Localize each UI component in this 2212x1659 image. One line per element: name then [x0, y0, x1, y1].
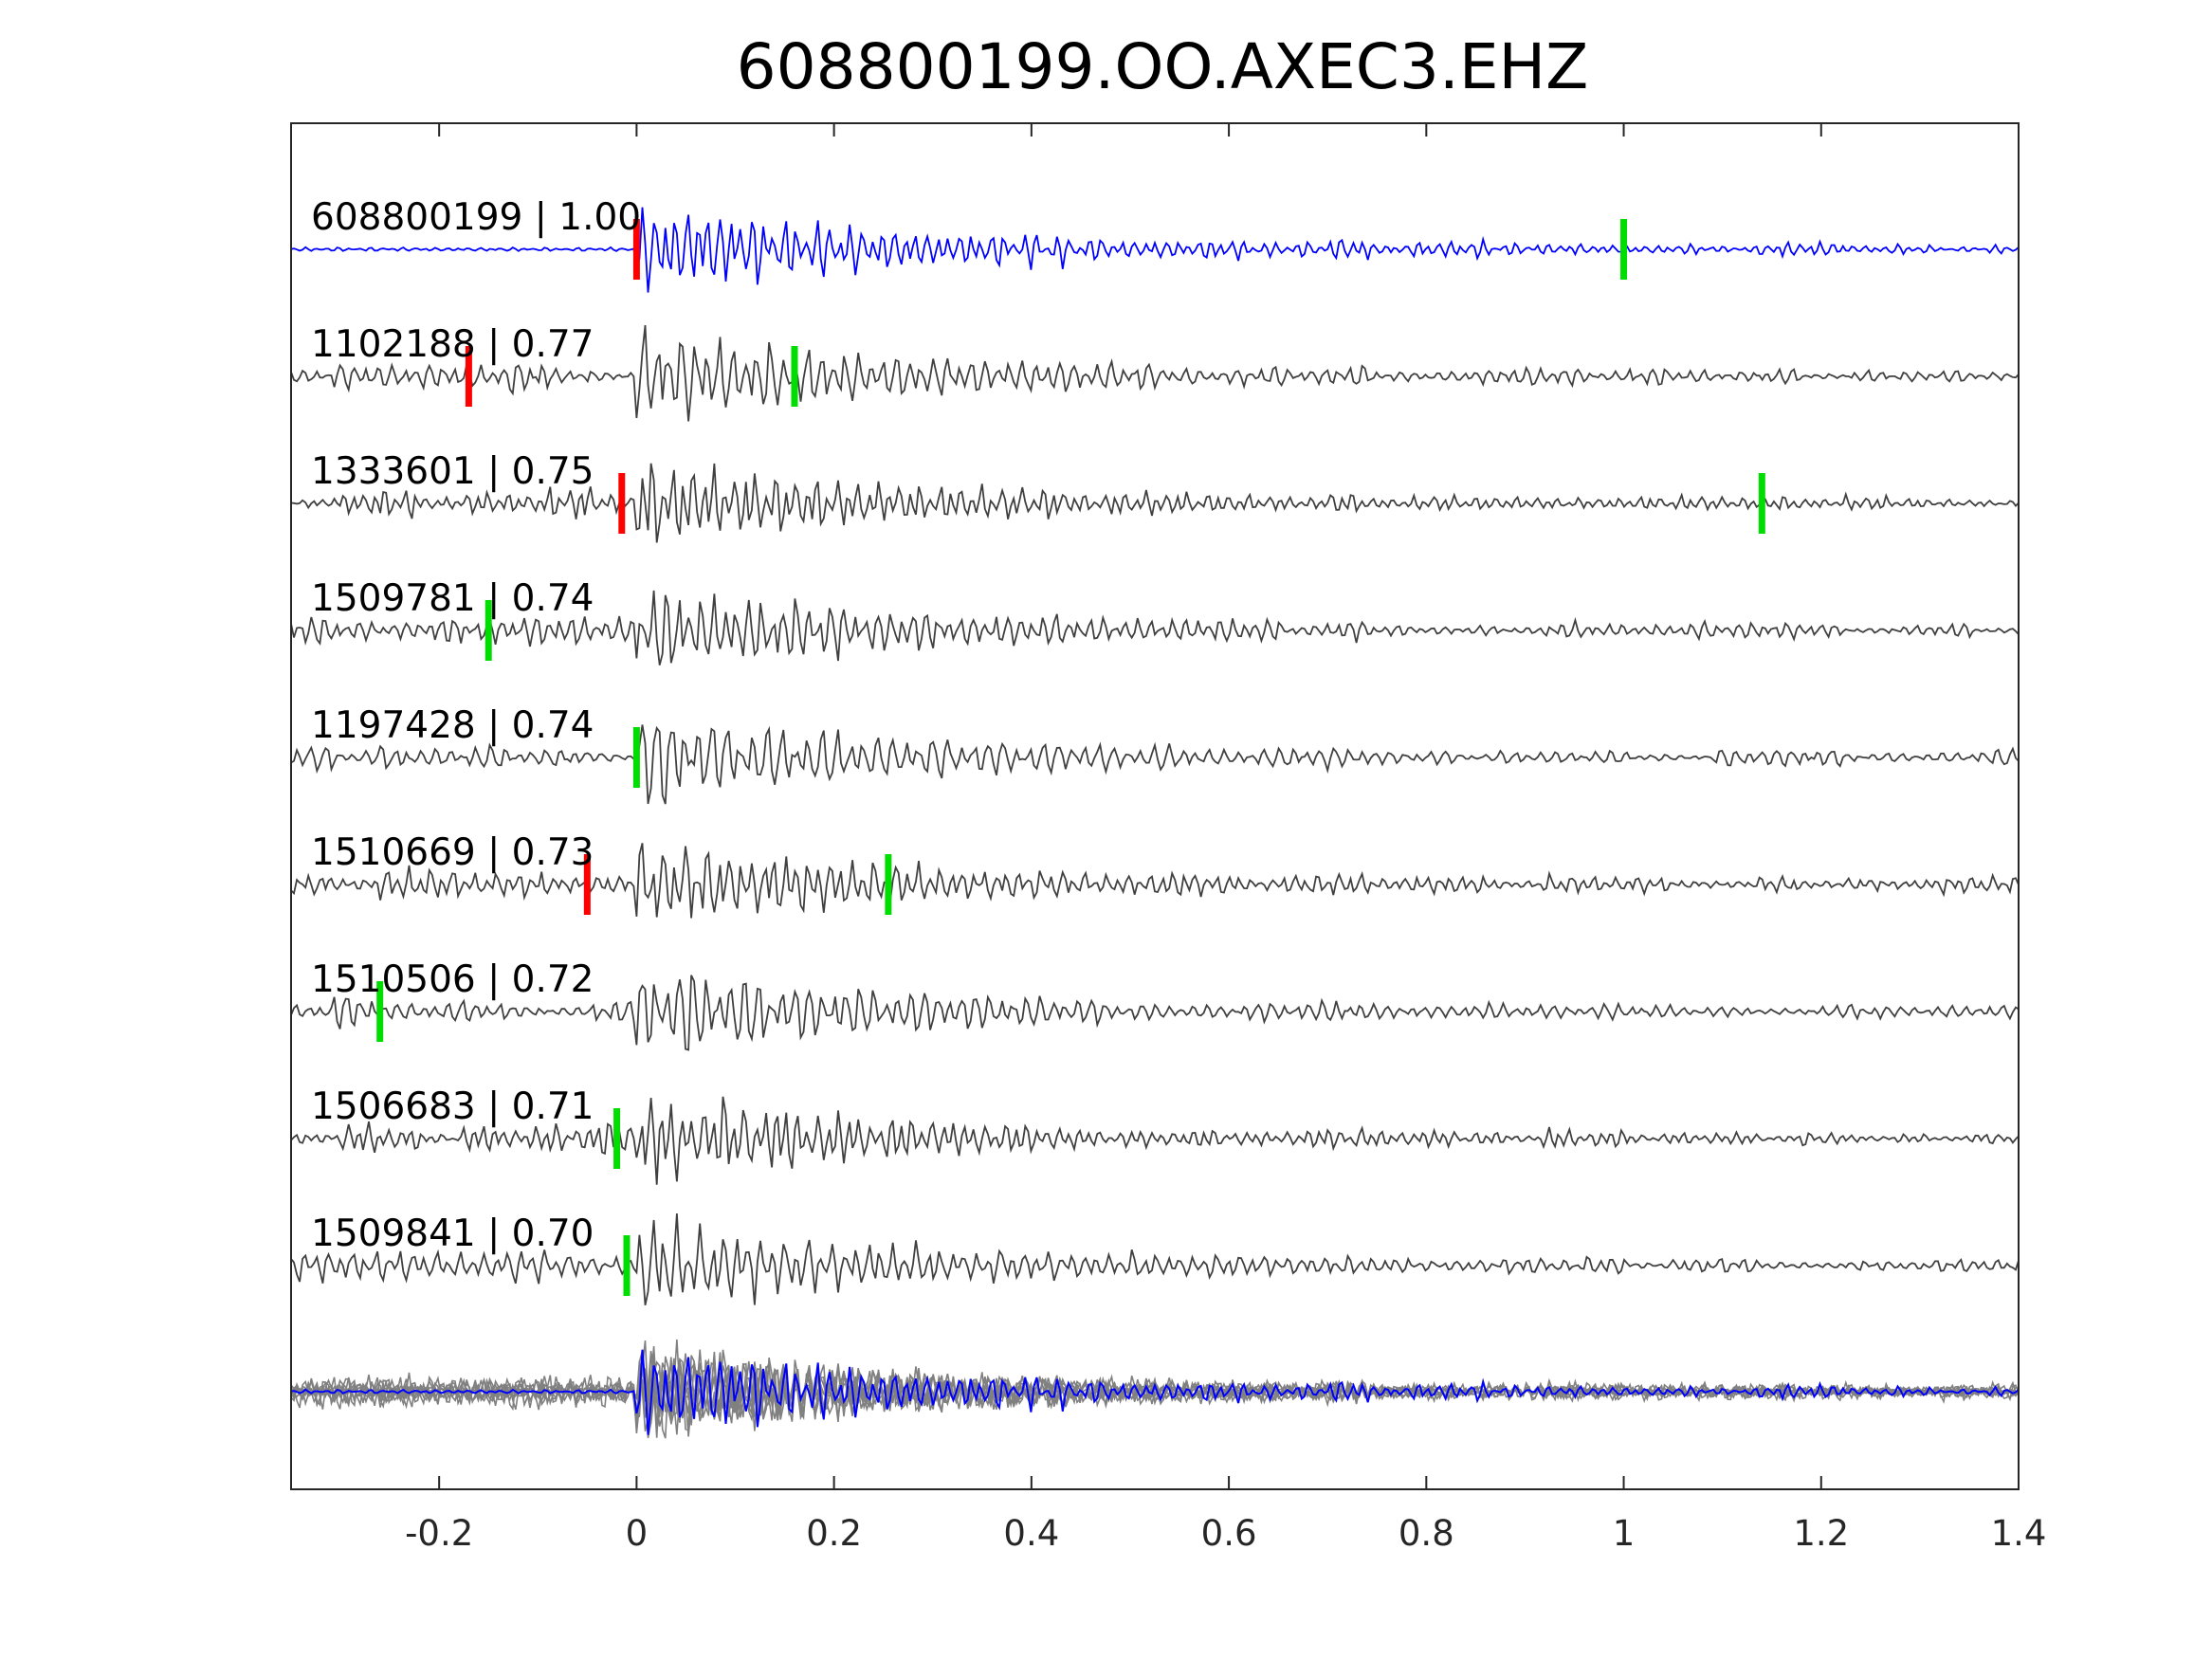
trace-label-5: 1510669 | 0.73 [311, 831, 594, 874]
x-tick-label-4: 0.6 [1201, 1513, 1257, 1554]
trace-line-5 [290, 843, 2020, 919]
trace-label-4: 1197428 | 0.74 [311, 704, 594, 747]
trace-label-8: 1509841 | 0.70 [311, 1212, 594, 1255]
trace-label-1: 1102188 | 0.77 [311, 323, 594, 366]
trace-label-6: 1510506 | 0.72 [311, 958, 594, 1001]
x-tick-label-7: 1.2 [1793, 1513, 1849, 1554]
x-axis: -0.2 0 0.2 0.4 0.6 0.8 1 1.2 1.4 [405, 123, 2046, 1554]
labels-layer: 608800199 | 1.00 1102188 | 0.77 1333601 | … [311, 196, 641, 1255]
trace-label-2: 1333601 | 0.75 [311, 450, 594, 493]
x-tick-label-5: 0.8 [1398, 1513, 1454, 1554]
traces-layer [290, 207, 2020, 1439]
x-tick-label-3: 0.4 [1003, 1513, 1059, 1554]
trace-line-3 [290, 590, 2020, 665]
stack-trace-4 [290, 1358, 2020, 1439]
x-tick-label-8: 1.4 [1991, 1513, 2047, 1554]
x-tick-label-0: -0.2 [405, 1513, 473, 1554]
stack-trace-5 [290, 1350, 2020, 1426]
trace-line-7 [290, 1096, 2020, 1185]
trace-label-0: 608800199 | 1.00 [311, 196, 641, 239]
plot-frame [290, 122, 2020, 1490]
chart-title: 608800199.OO.AXEC3.EHZ [737, 30, 1589, 103]
x-tick-label-6: 1 [1613, 1513, 1636, 1554]
stack-trace-8 [290, 1339, 2020, 1431]
stack-master-trace [290, 1349, 2020, 1435]
x-tick-label-1: 0 [626, 1513, 649, 1554]
trace-line-2 [290, 463, 2020, 543]
trace-label-7: 1506683 | 0.71 [311, 1085, 594, 1128]
x-tick-label-2: 0.2 [806, 1513, 862, 1554]
trace-line-1 [290, 325, 2020, 422]
stack-trace-7 [290, 1349, 2020, 1438]
trace-line-8 [290, 1212, 2020, 1305]
trace-label-3: 1509781 | 0.74 [311, 577, 594, 620]
picks-layer [376, 219, 1765, 1296]
trace-line-0 [290, 207, 2020, 293]
trace-line-6 [290, 975, 2020, 1051]
trace-line-4 [290, 724, 2020, 805]
